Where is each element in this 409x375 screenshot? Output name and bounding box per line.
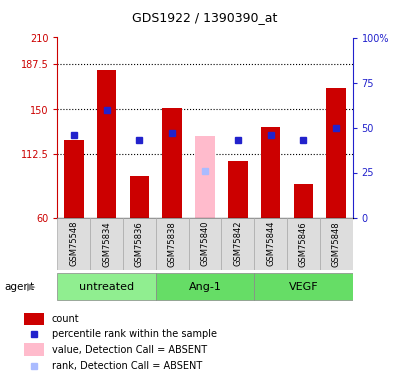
Text: GSM75846: GSM75846 <box>298 221 307 267</box>
Bar <box>286 217 319 270</box>
Bar <box>155 273 254 300</box>
Bar <box>123 217 155 270</box>
Bar <box>195 136 214 218</box>
Text: count: count <box>52 314 79 324</box>
Text: ▶: ▶ <box>27 282 35 291</box>
Text: GSM75838: GSM75838 <box>167 221 176 267</box>
Text: GSM75834: GSM75834 <box>102 221 111 267</box>
Text: GSM75842: GSM75842 <box>233 221 242 267</box>
Bar <box>227 161 247 218</box>
Text: value, Detection Call = ABSENT: value, Detection Call = ABSENT <box>52 345 206 355</box>
Bar <box>293 184 312 218</box>
Bar <box>326 88 345 218</box>
Bar <box>57 273 155 300</box>
Text: rank, Detection Call = ABSENT: rank, Detection Call = ABSENT <box>52 361 201 371</box>
Text: GDS1922 / 1390390_at: GDS1922 / 1390390_at <box>132 11 277 24</box>
Bar <box>64 140 83 218</box>
Bar <box>254 273 352 300</box>
Text: Ang-1: Ang-1 <box>188 282 221 291</box>
Bar <box>90 217 123 270</box>
Bar <box>129 176 149 217</box>
Text: GSM75844: GSM75844 <box>265 221 274 267</box>
Bar <box>254 217 286 270</box>
Text: agent: agent <box>4 282 34 291</box>
Text: GSM75848: GSM75848 <box>331 221 340 267</box>
Bar <box>97 70 116 217</box>
Bar <box>260 128 280 218</box>
Bar <box>24 313 44 326</box>
Text: GSM75836: GSM75836 <box>135 221 144 267</box>
Bar <box>162 108 182 217</box>
Bar <box>57 217 90 270</box>
Bar <box>319 217 352 270</box>
Bar <box>155 217 188 270</box>
Text: untreated: untreated <box>79 282 134 291</box>
Text: VEGF: VEGF <box>288 282 317 291</box>
Bar <box>188 217 221 270</box>
Bar <box>221 217 254 270</box>
Text: GSM75548: GSM75548 <box>69 221 78 267</box>
Text: GSM75840: GSM75840 <box>200 221 209 267</box>
Bar <box>24 343 44 356</box>
Text: percentile rank within the sample: percentile rank within the sample <box>52 329 216 339</box>
